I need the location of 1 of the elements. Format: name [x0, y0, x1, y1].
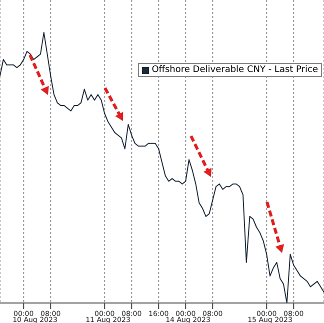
legend-label: Offshore Deliverable CNY - Last Price — [152, 65, 318, 75]
